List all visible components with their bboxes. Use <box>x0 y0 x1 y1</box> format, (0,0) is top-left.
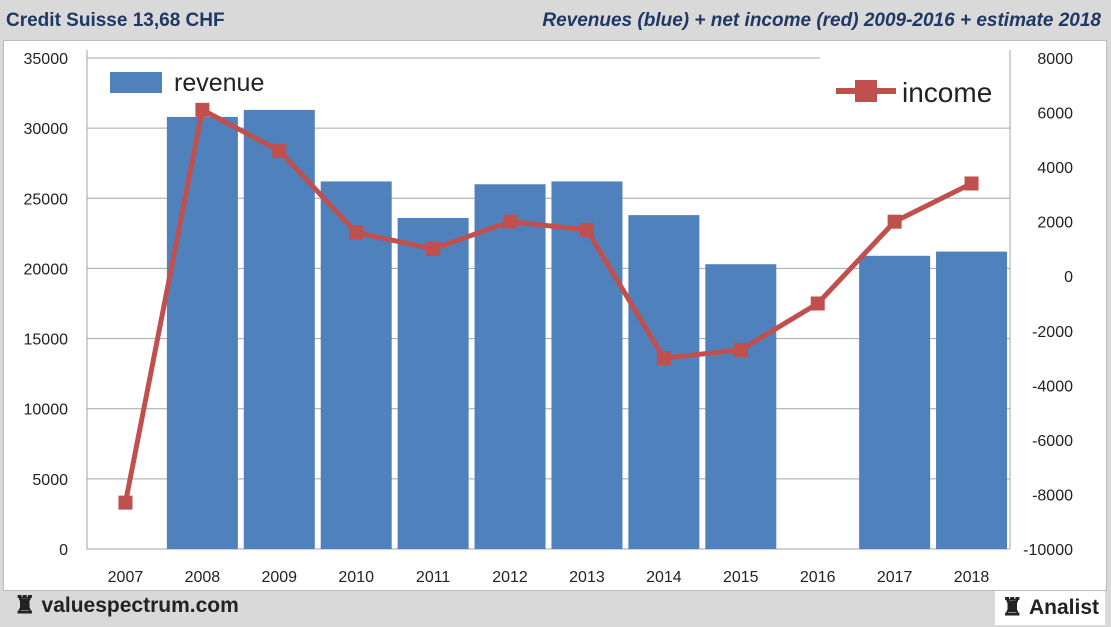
x-tick-label: 2007 <box>108 569 144 586</box>
y-tick-left: 0 <box>59 542 68 559</box>
x-tick-label: 2015 <box>723 569 759 586</box>
bar-2018 <box>936 251 1008 549</box>
footer-brand-text: valuespectrum.com <box>41 594 239 617</box>
income-point-2010 <box>349 225 364 240</box>
y-tick-right: 8000 <box>1037 51 1073 68</box>
bar-2014 <box>628 215 700 549</box>
income-point-2008 <box>195 102 210 117</box>
y-tick-right: 4000 <box>1037 160 1073 177</box>
x-tick-label: 2014 <box>646 569 682 586</box>
income-point-2012 <box>503 214 518 229</box>
legend-income-label: income <box>902 77 992 108</box>
income-line <box>123 106 973 504</box>
x-tick-label: 2008 <box>185 569 221 586</box>
x-tick-label: 2011 <box>416 569 451 586</box>
legend-revenue-swatch <box>110 72 162 93</box>
bar-2015 <box>705 264 777 549</box>
y-tick-right: 6000 <box>1037 106 1073 123</box>
y-tick-left: 25000 <box>24 191 69 208</box>
bar-2009 <box>243 109 315 550</box>
y-tick-left: 15000 <box>24 332 69 349</box>
y-tick-right: -8000 <box>1032 487 1073 504</box>
y-tick-right: 2000 <box>1037 215 1073 232</box>
income-point-2018 <box>964 176 979 191</box>
income-point-2011 <box>426 241 441 256</box>
x-tick-label: 2013 <box>569 569 605 586</box>
y-tick-right: -6000 <box>1032 433 1073 450</box>
bar-2012 <box>474 184 546 549</box>
y-tick-left: 5000 <box>32 472 68 489</box>
y-tick-right: -10000 <box>1023 542 1073 559</box>
income-point-2014 <box>656 351 671 366</box>
income-point-2015 <box>733 342 748 357</box>
rook-icon: ♜ <box>1001 594 1023 621</box>
income-point-2017 <box>887 214 902 229</box>
chart-title-left: Credit Suisse 13,68 CHF <box>6 10 225 31</box>
bar-2008 <box>166 116 238 550</box>
y-tick-right: -2000 <box>1032 324 1073 341</box>
bar-2017 <box>859 255 931 549</box>
income-point-2007 <box>118 495 133 510</box>
legend-income-marker <box>855 80 877 102</box>
x-tick-label: 2016 <box>800 569 836 586</box>
x-tick-label: 2012 <box>492 569 528 586</box>
y-tick-right: 0 <box>1064 269 1073 286</box>
income-point-2009 <box>272 143 287 158</box>
bar-2011 <box>397 217 469 549</box>
y-tick-left: 35000 <box>24 51 69 68</box>
footer-brand: ♜ valuespectrum.com <box>14 594 239 618</box>
y-tick-left: 30000 <box>24 121 69 138</box>
x-tick-label: 2017 <box>877 569 913 586</box>
bar-2013 <box>551 181 623 550</box>
rook-icon: ♜ <box>14 592 36 619</box>
y-tick-left: 20000 <box>24 261 69 278</box>
footer-analist: ♜ Analist <box>995 591 1105 625</box>
legend-revenue-label: revenue <box>174 69 264 97</box>
x-tick-label: 2010 <box>338 569 374 586</box>
income-point-2016 <box>810 296 825 311</box>
chart-title-right: Revenues (blue) + net income (red) 2009-… <box>542 10 1101 31</box>
income-point-2013 <box>579 222 594 237</box>
bar-2010 <box>320 181 392 550</box>
x-tick-label: 2018 <box>954 569 990 586</box>
y-tick-right: -4000 <box>1032 378 1073 395</box>
x-tick-label: 2009 <box>261 569 297 586</box>
y-tick-left: 10000 <box>24 402 69 419</box>
footer-analist-text: Analist <box>1028 596 1099 619</box>
